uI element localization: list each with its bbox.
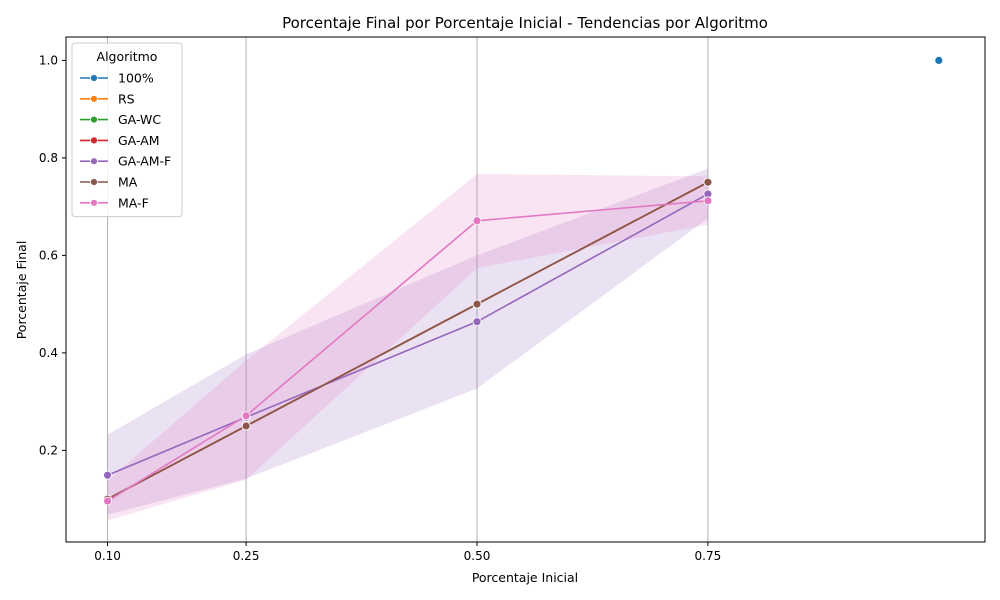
series-lines	[107, 181, 709, 502]
series-line-ma	[107, 181, 709, 500]
grid	[107, 37, 709, 542]
data-point-ma	[241, 421, 251, 431]
legend-label: MA-F	[118, 195, 149, 210]
x-tick-label: 0.50	[464, 549, 491, 563]
legend-label: RS	[118, 91, 135, 106]
y-tick-label: 1.0	[39, 53, 58, 67]
legend-label: GA-AM	[118, 133, 160, 148]
legend-item: RS	[80, 91, 135, 106]
series-points	[103, 55, 944, 506]
legend-marker	[90, 74, 98, 82]
legend-label: GA-AM-F	[118, 154, 171, 169]
legend-item: 100%	[80, 71, 154, 86]
y-axis-ticks: 0.2 0.4 0.6 0.8 1.0	[39, 53, 66, 457]
data-point-ma-f	[703, 196, 713, 206]
chart-title: Porcentaje Final por Porcentaje Inicial …	[282, 14, 768, 32]
data-point-ga-am-f	[472, 317, 482, 327]
y-tick-label: 0.2	[39, 443, 58, 457]
ci-band-ma-f	[107, 173, 708, 521]
legend-item: GA-AM	[80, 133, 160, 148]
x-tick-label: 0.75	[695, 549, 722, 563]
data-point-ma	[703, 177, 713, 187]
legend-marker	[90, 178, 98, 186]
y-axis-label: Porcentaje Final	[14, 241, 29, 340]
data-point-ma-f	[241, 411, 251, 421]
data-point-ma	[472, 299, 482, 309]
x-axis-label: Porcentaje Inicial	[472, 570, 578, 585]
legend-marker	[90, 198, 98, 207]
legend-label: 100%	[118, 71, 154, 86]
data-point-100-	[934, 55, 944, 65]
x-axis-ticks: 0.10 0.25 0.50 0.75	[94, 542, 721, 563]
legend-item: GA-WC	[80, 112, 161, 127]
ci-band-ga-am-f	[107, 168, 708, 515]
legend-label: GA-WC	[118, 112, 161, 127]
legend-item: GA-AM-F	[80, 154, 171, 169]
confidence-bands	[107, 168, 708, 521]
plot-frame	[65, 36, 986, 543]
legend-title: Algoritmo	[97, 49, 158, 64]
legend: Algoritmo 100% RS GA-WC GA-AM GA-AM-F MA MA-F	[71, 42, 183, 218]
y-tick-label: 0.4	[39, 346, 58, 360]
data-point-ma-f	[472, 216, 482, 226]
y-tick-label: 0.8	[39, 151, 58, 165]
legend-item: MA	[80, 175, 138, 190]
y-tick-label: 0.6	[39, 248, 58, 262]
legend-box	[71, 42, 183, 218]
data-point-ma-f	[103, 496, 112, 506]
series-line-ga-am-f	[107, 193, 709, 476]
x-tick-label: 0.10	[94, 549, 121, 563]
legend-marker	[90, 94, 98, 103]
data-point-ga-am-f	[103, 470, 112, 480]
legend-marker	[90, 157, 98, 166]
x-tick-label: 0.25	[233, 549, 260, 563]
legend-marker	[90, 136, 98, 145]
legend-item: MA-F	[80, 195, 149, 210]
legend-label: MA	[118, 175, 138, 190]
legend-marker	[90, 115, 98, 124]
series-line-ma-f	[107, 199, 708, 502]
